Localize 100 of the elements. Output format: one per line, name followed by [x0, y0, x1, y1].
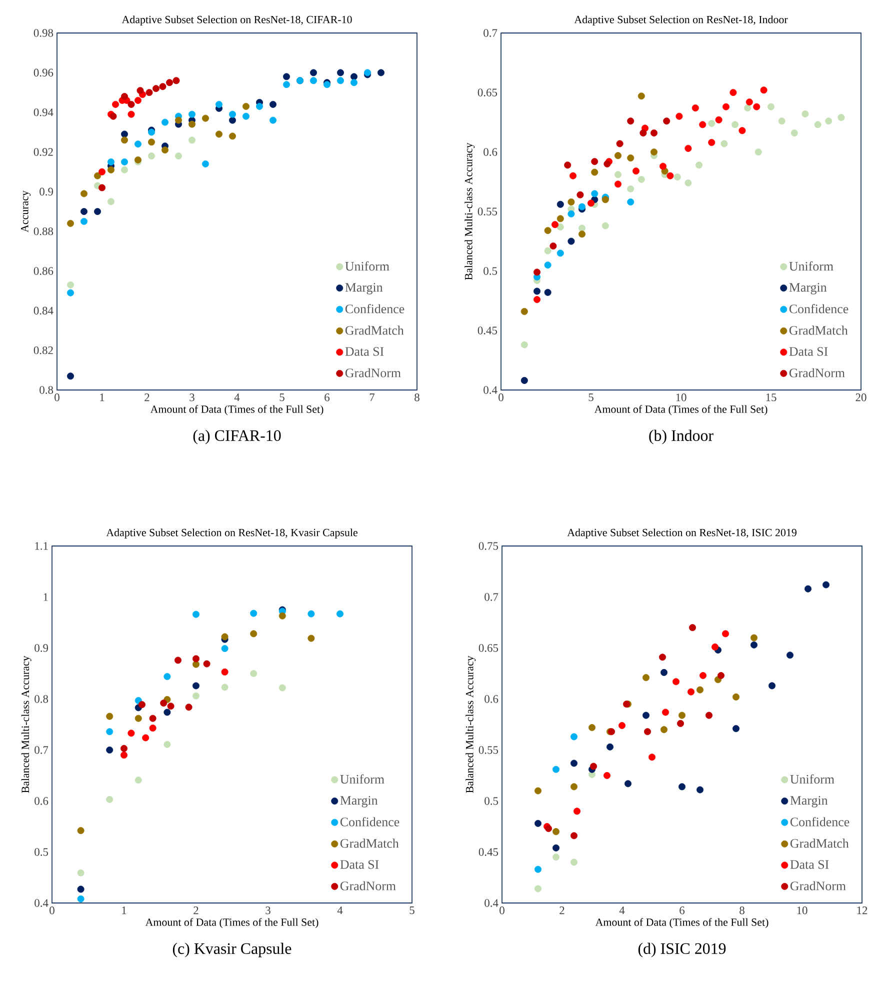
y-axis-title: Balanced Multi-class Accuracy [21, 656, 32, 793]
x-tick-label: 20 [856, 394, 866, 402]
legend-label: Data SI [345, 347, 384, 356]
x-tick-label: 2 [560, 906, 564, 914]
x-tick-label: 8 [414, 394, 420, 402]
y-tick-label: 0.7 [484, 29, 498, 37]
legend-label: Uniform [789, 261, 834, 271]
legend-label: GradNorm [340, 881, 396, 890]
x-tick-label: 6 [680, 906, 685, 914]
legend-label: GradNorm [345, 368, 401, 378]
chart-title: Adaptive Subset Selection on ResNet-18, Indoor [574, 16, 788, 26]
x-tick-label: 5 [280, 394, 284, 402]
text: (d) ISIC 2019 [638, 942, 726, 958]
x-tick-label: 3 [266, 906, 270, 914]
text: (c) Kvasir Capsule [172, 942, 292, 958]
y-tick-label: 0.6 [484, 695, 498, 703]
legend-label: GradNorm [789, 368, 845, 378]
x-axis-title: Amount of Data (Times of the Full Set) [145, 918, 318, 928]
y-tick-label: 0.4 [484, 899, 498, 907]
y-tick-label: 0.65 [478, 88, 498, 96]
legend-label: Margin [340, 796, 378, 808]
x-tick-label: 0 [50, 906, 54, 914]
y-tick-label: 0.5 [484, 267, 498, 275]
y-tick-label: 0.9 [34, 644, 48, 652]
x-tick-label: 1 [100, 394, 104, 402]
y-tick-label: 1 [44, 593, 48, 601]
x-tick-label: 12 [857, 906, 868, 914]
y-tick-label: 0.65 [478, 644, 498, 652]
text: (a) CIFAR-10 [193, 430, 281, 444]
y-tick-label: 1.1 [35, 542, 48, 550]
y-tick-label: 0.5 [484, 797, 498, 805]
y-tick-label: 0.94 [34, 108, 54, 116]
y-tick-label: 0.55 [478, 746, 498, 754]
legend-label: Uniform [790, 774, 834, 784]
legend-label: Margin [345, 283, 383, 294]
y-tick-label: 0.96 [34, 68, 54, 77]
x-tick-label: 5 [410, 906, 414, 914]
y-tick-label: 0.98 [34, 29, 54, 37]
legend-label: Margin [789, 283, 827, 294]
x-tick-label: 4 [619, 906, 625, 914]
y-tick-label: 0.75 [478, 542, 498, 550]
y-tick-label: 0.86 [34, 267, 54, 275]
text: (b) Indoor [649, 430, 714, 444]
x-axis-title: Amount of Data (Times of the Full Set) [595, 918, 768, 928]
x-tick-label: 2 [144, 394, 150, 402]
y-tick-label: 0.8 [34, 695, 48, 703]
y-axis-title: Balanced Multi-class Accuracy [464, 142, 475, 280]
y-tick-label: 0.4 [34, 899, 48, 907]
legend-label: GradMatch [789, 326, 848, 335]
legend-label: Data SI [790, 860, 829, 869]
y-tick-label: 0.88 [34, 227, 54, 236]
x-axis-title: Amount of Data (Times of the Full Set) [594, 405, 768, 416]
x-tick-label: 0 [54, 394, 60, 402]
x-tick-label: 5 [588, 394, 594, 402]
legend-label: GradNorm [790, 881, 846, 890]
y-tick-label: 0.7 [34, 746, 48, 754]
legend-label: Confidence [789, 304, 848, 314]
y-tick-label: 0.9 [40, 188, 53, 196]
x-tick-label: 4 [337, 906, 343, 914]
y-tick-label: 0.7 [484, 593, 498, 601]
legend-label: Margin [790, 796, 828, 808]
x-tick-label: 6 [324, 394, 330, 402]
legend-label: Data SI [789, 347, 828, 356]
legend-label: GradMatch [345, 326, 404, 335]
legend-label: Confidence [340, 817, 400, 826]
x-tick-label: 1 [122, 906, 126, 914]
y-tick-label: 0.8 [40, 386, 54, 394]
x-tick-label: 4 [234, 394, 240, 402]
y-tick-label: 0.6 [484, 148, 498, 156]
y-tick-label: 0.45 [478, 326, 498, 334]
x-tick-label: 10 [797, 906, 808, 914]
x-tick-label: 10 [676, 394, 686, 402]
y-tick-label: 0.4 [484, 386, 498, 394]
x-tick-label: 0 [498, 394, 504, 402]
y-tick-label: 0.84 [34, 306, 54, 315]
legend-label: Uniform [345, 261, 390, 271]
x-tick-label: 3 [190, 394, 194, 402]
x-tick-label: 0 [500, 906, 504, 914]
legend-label: GradMatch [340, 838, 399, 848]
chart-title: Adaptive Subset Selection on ResNet-18, Kvasir Capsule [106, 528, 358, 538]
x-tick-label: 2 [194, 906, 198, 914]
y-axis-title: Accuracy [20, 190, 31, 232]
y-tick-label: 0.55 [478, 208, 498, 216]
x-tick-label: 15 [766, 394, 776, 402]
legend-label: GradMatch [790, 838, 849, 848]
y-tick-label: 0.92 [34, 148, 53, 156]
x-tick-label: 8 [740, 906, 744, 914]
chart-title: Adaptive Subset Selection on ResNet-18, CIFAR-10 [122, 16, 352, 26]
legend-label: Data SI [340, 860, 379, 869]
y-tick-label: 0.6 [34, 797, 48, 805]
x-axis-title: Amount of Data (Times of the Full Set) [150, 405, 324, 416]
legend-label: Confidence [790, 817, 850, 826]
legend-label: Confidence [345, 304, 404, 314]
x-tick-label: 7 [370, 394, 375, 402]
legend-label: Uniform [340, 774, 384, 784]
chart-title: Adaptive Subset Selection on ResNet-18, ISIC 2019 [567, 528, 796, 538]
y-tick-label: 0.5 [34, 848, 48, 856]
y-tick-label: 0.45 [478, 848, 498, 856]
y-axis-title: Balanced Multi-class Accuracy [466, 656, 476, 793]
y-tick-label: 0.82 [34, 346, 53, 354]
